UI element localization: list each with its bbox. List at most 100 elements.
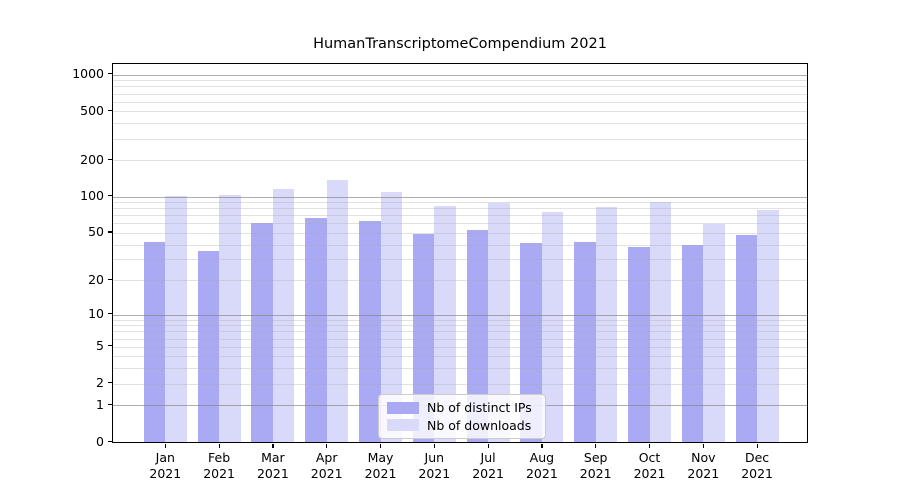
y-tick-mark-0 bbox=[108, 440, 112, 442]
bar-nb-of-distinct-ips-apr bbox=[305, 218, 327, 442]
bar-nb-of-downloads-may bbox=[380, 192, 402, 442]
bar-nb-of-downloads-dec bbox=[757, 210, 779, 442]
gridline-minor-400 bbox=[113, 123, 807, 125]
bar-nb-of-downloads-oct bbox=[649, 201, 671, 442]
x-tick-label-oct: Oct 2021 bbox=[633, 450, 666, 481]
y-tick-mark-100 bbox=[108, 195, 112, 197]
x-tick-mark-jul bbox=[487, 444, 489, 448]
gridline-minor-20 bbox=[113, 280, 807, 282]
x-tick-label-may: May 2021 bbox=[364, 450, 397, 481]
x-tick-mark-oct bbox=[649, 444, 651, 448]
gridline-minor-500 bbox=[113, 111, 807, 113]
bar-nb-of-downloads-mar bbox=[272, 189, 295, 442]
legend: Nb of distinct IPs Nb of downloads bbox=[378, 394, 546, 439]
x-tick-mark-dec bbox=[756, 444, 758, 448]
y-tick-mark-50 bbox=[108, 231, 112, 233]
gridline-minor-70 bbox=[113, 215, 807, 217]
x-tick-label-nov: Nov 2021 bbox=[687, 450, 720, 481]
x-tick-mark-aug bbox=[541, 444, 543, 448]
gridline-minor-900 bbox=[113, 80, 807, 82]
legend-swatch-downloads bbox=[387, 419, 419, 432]
x-tick-label-jul: Jul 2021 bbox=[472, 450, 504, 481]
y-tick-mark-5 bbox=[108, 345, 112, 347]
bar-nb-of-distinct-ips-may bbox=[359, 220, 381, 442]
legend-item-downloads: Nb of downloads bbox=[387, 418, 537, 433]
gridline-minor-50 bbox=[113, 232, 807, 234]
bar-nb-of-distinct-ips-oct bbox=[628, 247, 650, 442]
y-tick-label-10: 10 bbox=[88, 306, 104, 321]
x-tick-mark-sep bbox=[595, 444, 597, 448]
chart-title: HumanTranscriptomeCompendium 2021 bbox=[313, 36, 607, 52]
y-tick-mark-200 bbox=[108, 158, 112, 160]
x-tick-label-feb: Feb 2021 bbox=[203, 450, 235, 481]
bar-nb-of-distinct-ips-jun bbox=[412, 233, 435, 442]
gridline-minor-3 bbox=[113, 368, 807, 370]
y-tick-label-2: 2 bbox=[96, 375, 104, 391]
bar-nb-of-downloads-jun bbox=[434, 206, 456, 442]
gridline-minor-800 bbox=[113, 86, 807, 88]
bar-nb-of-distinct-ips-sep bbox=[574, 242, 596, 442]
bar-nb-of-distinct-ips-jul bbox=[466, 229, 489, 442]
gridline-minor-80 bbox=[113, 208, 807, 210]
y-tick-mark-2 bbox=[108, 382, 112, 384]
gridline-minor-60 bbox=[113, 223, 807, 225]
bar-nb-of-downloads-nov bbox=[703, 224, 725, 442]
y-tick-mark-20 bbox=[108, 278, 112, 280]
y-tick-mark-1 bbox=[108, 403, 112, 405]
bar-nb-of-distinct-ips-jan bbox=[143, 242, 166, 442]
y-tick-label-100: 100 bbox=[80, 188, 104, 204]
y-tick-label-500: 500 bbox=[80, 102, 104, 118]
bar-nb-of-downloads-aug bbox=[541, 212, 564, 442]
legend-label-distinct-ips: Nb of distinct IPs bbox=[427, 400, 532, 416]
y-tick-label-0: 0 bbox=[96, 433, 104, 449]
x-tick-mark-mar bbox=[272, 444, 274, 448]
gridline-minor-700 bbox=[113, 93, 807, 95]
gridline-minor-90 bbox=[113, 202, 807, 204]
x-tick-label-sep: Sep 2021 bbox=[579, 450, 612, 481]
y-tick-label-200: 200 bbox=[80, 151, 104, 167]
x-tick-label-mar: Mar 2021 bbox=[256, 450, 289, 481]
x-tick-mark-may bbox=[380, 444, 382, 448]
bar-nb-of-distinct-ips-nov bbox=[681, 244, 704, 442]
gridline-major-10 bbox=[113, 314, 807, 316]
x-tick-mark-feb bbox=[218, 444, 220, 448]
bar-nb-of-downloads-jul bbox=[488, 202, 510, 442]
x-tick-mark-jun bbox=[433, 444, 435, 448]
gridline-minor-300 bbox=[113, 138, 807, 140]
gridline-minor-40 bbox=[113, 244, 807, 246]
y-tick-label-1: 1 bbox=[96, 396, 104, 412]
legend-swatch-distinct-ips bbox=[387, 401, 419, 414]
gridline-minor-600 bbox=[113, 101, 807, 103]
bar-nb-of-downloads-apr bbox=[326, 180, 349, 442]
bar-nb-of-distinct-ips-aug bbox=[520, 243, 542, 442]
y-tick-label-50: 50 bbox=[88, 224, 104, 240]
x-tick-label-jun: Jun 2021 bbox=[418, 450, 451, 481]
bar-nb-of-distinct-ips-dec bbox=[735, 235, 758, 442]
bar-nb-of-distinct-ips-feb bbox=[197, 251, 220, 442]
bar-nb-of-downloads-feb bbox=[219, 195, 241, 442]
x-tick-label-aug: Aug 2021 bbox=[525, 450, 558, 481]
plot-area: Nb of distinct IPs Nb of downloads bbox=[112, 63, 808, 443]
x-tick-mark-jan bbox=[164, 444, 166, 448]
gridline-minor-7 bbox=[113, 331, 807, 333]
x-tick-mark-apr bbox=[326, 444, 328, 448]
bar-nb-of-downloads-jan bbox=[165, 196, 187, 442]
gridline-minor-2 bbox=[113, 383, 807, 385]
y-tick-label-20: 20 bbox=[88, 271, 104, 287]
gridline-major-1000 bbox=[113, 74, 807, 76]
x-tick-label-apr: Apr 2021 bbox=[310, 450, 343, 481]
gridline-minor-8 bbox=[113, 325, 807, 327]
legend-label-downloads: Nb of downloads bbox=[427, 417, 532, 433]
legend-item-distinct-ips: Nb of distinct IPs bbox=[387, 400, 537, 415]
bar-nb-of-downloads-sep bbox=[595, 207, 618, 442]
y-tick-label-5: 5 bbox=[96, 338, 104, 354]
y-tick-mark-10 bbox=[108, 313, 112, 315]
gridline-minor-6 bbox=[113, 338, 807, 340]
y-tick-mark-500 bbox=[108, 109, 112, 112]
gridline-minor-200 bbox=[113, 160, 807, 161]
x-tick-label-jan: Jan 2021 bbox=[149, 450, 182, 481]
gridline-minor-5 bbox=[113, 346, 807, 348]
gridline-minor-30 bbox=[113, 259, 807, 261]
gridline-minor-9 bbox=[113, 319, 807, 321]
